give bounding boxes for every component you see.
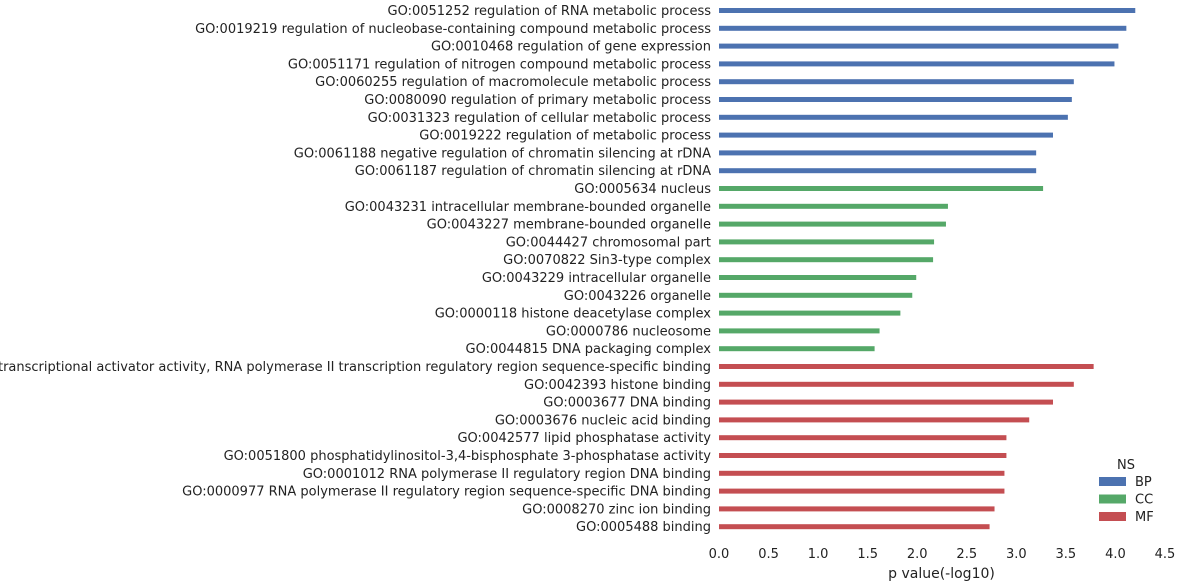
x-tick-label: 0.5 [758, 547, 779, 562]
legend-label-cc: CC [1135, 493, 1153, 508]
category-label: GO:0005634 nucleus [574, 182, 711, 197]
category-label: GO:0051171 regulation of nitrogen compou… [288, 57, 711, 72]
bar-cc [719, 203, 948, 209]
bars-group [719, 8, 1136, 530]
bar-mf [719, 381, 1074, 387]
category-label: GO:0019219 regulation of nucleobase-cont… [195, 22, 711, 37]
bar-cc [719, 257, 934, 263]
category-label: GO:0019222 regulation of metabolic proce… [419, 129, 711, 144]
bar-mf [719, 524, 990, 530]
category-label: GO:0070822 Sin3-type complex [503, 253, 711, 268]
bar-mf [719, 417, 1030, 423]
legend-label-bp: BP [1135, 475, 1152, 490]
bar-bp [719, 43, 1119, 49]
bar-cc [719, 186, 1044, 191]
legend-entries-group: BP CC MF [1099, 475, 1154, 525]
category-label: GO:0000118 histone deacetylase complex [435, 307, 712, 322]
x-axis-title: p value(-log10) [888, 566, 995, 582]
x-tick-label: 2.5 [956, 547, 977, 562]
category-label: GO:0043227 membrane-bounded organelle [427, 218, 711, 233]
bar-bp [719, 61, 1115, 67]
category-label: GO:0051252 regulation of RNA metabolic p… [388, 4, 712, 19]
bar-mf [719, 470, 1005, 476]
legend-label-mf: MF [1135, 510, 1154, 525]
bar-mf [719, 435, 1007, 441]
bar-bp [719, 168, 1037, 174]
x-axis-ticks-group: 0.0 0.5 1.0 1.5 2.0 2.5 3.0 3.5 4.0 4.5 [709, 547, 1176, 562]
category-label: GO:0044427 chromosomal part [506, 235, 711, 250]
bar-bp [719, 8, 1136, 13]
bar-bp [719, 25, 1127, 31]
legend-swatch-mf [1099, 512, 1126, 521]
category-label: GO:0005488 binding [576, 520, 711, 535]
category-label: GO:0043229 intracellular organelle [482, 271, 711, 286]
x-tick-label: 3.5 [1056, 547, 1077, 562]
x-tick-label: 4.0 [1105, 547, 1126, 562]
category-label: GO:0061188 negative regulation of chroma… [294, 146, 711, 161]
x-tick-label: 4.5 [1155, 547, 1176, 562]
bar-cc [719, 275, 917, 280]
bar-bp [719, 132, 1053, 138]
bar-mf [719, 453, 1007, 458]
category-label: GO:0042393 histone binding [524, 378, 711, 393]
x-tick-label: 1.0 [808, 547, 829, 562]
x-tick-label: 2.0 [907, 547, 928, 562]
bar-cc [719, 310, 901, 316]
category-label: GO:0003676 nucleic acid binding [495, 413, 711, 428]
bar-cc [719, 328, 880, 334]
category-label: GO:0051800 phosphatidylinositol-3,4-bisp… [224, 449, 712, 464]
bar-bp [719, 79, 1074, 85]
category-label: GO:0000977 RNA polymerase II regulatory … [182, 485, 711, 500]
x-tick-label: 1.5 [857, 547, 878, 562]
category-labels-group: GO:0051252 regulation of RNA metabolic p… [0, 4, 711, 535]
bar-mf [719, 399, 1053, 405]
category-label: GO:0043226 organelle [564, 289, 711, 304]
bar-mf [719, 506, 995, 512]
bar-cc [719, 346, 875, 352]
category-label: GO:0042577 lipid phosphatase activity [457, 431, 711, 446]
bar-mf [719, 488, 1005, 494]
category-label: GO:0010468 regulation of gene expression [431, 40, 711, 55]
bar-bp [719, 114, 1068, 120]
bar-cc [719, 292, 913, 298]
category-label: GO:0031323 regulation of cellular metabo… [368, 111, 712, 126]
x-tick-label: 0.0 [709, 547, 730, 562]
bar-mf [719, 364, 1094, 369]
category-label: GO:0080090 regulation of primary metabol… [364, 93, 711, 108]
bar-bp [719, 150, 1037, 156]
bar-cc [719, 221, 946, 227]
category-label: GO:0008270 zinc ion binding [522, 502, 711, 517]
bar-bp [719, 97, 1072, 102]
legend-swatch-cc [1099, 494, 1126, 504]
category-label: GO:0061187 regulation of chromatin silen… [355, 164, 711, 179]
category-label: GO:0001012 RNA polymerase II regulatory … [303, 467, 711, 482]
legend: NS BP CC MF [1099, 458, 1154, 525]
bar-cc [719, 239, 935, 245]
x-tick-label: 3.0 [1006, 547, 1027, 562]
legend-swatch-bp [1099, 477, 1126, 486]
category-label: GO:0003677 DNA binding [543, 396, 711, 411]
category-label: GO:0000786 nucleosome [546, 324, 711, 339]
category-label: GO:0060255 regulation of macromolecule m… [315, 75, 711, 90]
category-label: GO:0043231 intracellular membrane-bounde… [345, 200, 711, 215]
legend-title: NS [1117, 458, 1135, 473]
category-label: GO:0001228 transcriptional activator act… [0, 360, 711, 375]
category-label: GO:0044815 DNA packaging complex [466, 342, 712, 357]
